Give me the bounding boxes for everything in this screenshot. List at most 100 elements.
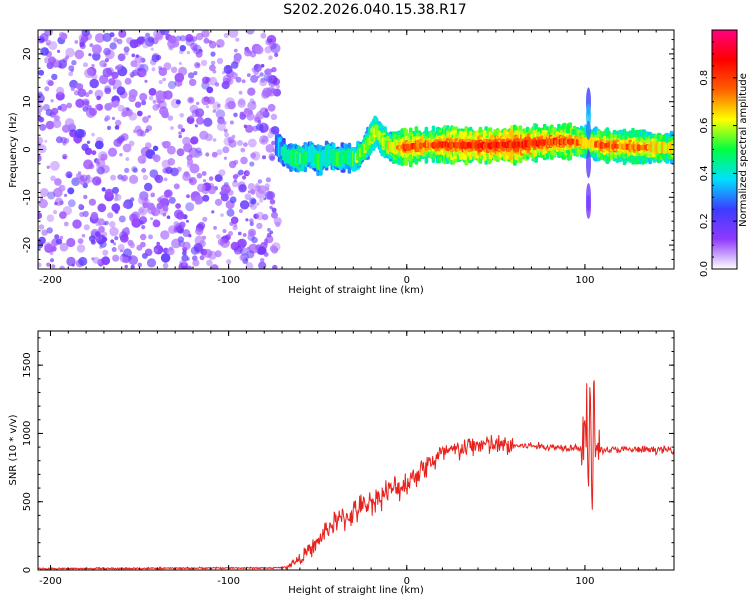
spectrogram-noise-blob xyxy=(155,90,165,100)
snr-x-label: Height of straight line (km) xyxy=(288,585,424,596)
spectrogram-noise-blob xyxy=(191,109,200,118)
x-tick-label: 100 xyxy=(575,576,594,587)
spectrogram-noise-blob xyxy=(102,249,109,256)
spectrogram-noise-blob xyxy=(249,218,254,223)
spectrogram-noise-blob xyxy=(245,124,254,133)
spectrogram-noise-blob xyxy=(71,177,80,186)
spectrogram-noise-blob xyxy=(186,116,195,124)
spectrogram-noise-blob xyxy=(194,124,198,128)
spectrogram-noise-blob xyxy=(141,40,150,49)
spectrogram-noise-blob xyxy=(95,104,100,109)
spectrogram-noise-blob xyxy=(247,87,256,96)
spectrogram-noise-blob xyxy=(194,61,201,69)
spectrogram-noise-blob xyxy=(247,138,257,148)
spectrogram-noise-blob xyxy=(44,241,53,251)
spectrogram-noise-blob xyxy=(250,203,257,210)
spectrogram-noise-blob xyxy=(150,47,154,51)
spectrogram-noise-blob xyxy=(265,177,271,183)
spectrogram-noise-blob xyxy=(272,264,278,269)
spectrogram-noise-blob xyxy=(158,67,168,76)
spectrogram-noise-blob xyxy=(220,193,229,202)
spectrogram-noise-blob xyxy=(75,98,85,108)
spectrogram-noise-blob xyxy=(118,30,127,38)
spectrogram-noise-blob xyxy=(171,238,181,249)
spectrogram-noise-blob xyxy=(88,235,96,243)
spectrogram-noise-blob xyxy=(160,230,170,240)
spectrogram-noise-blob xyxy=(275,84,281,89)
spectrogram-noise-blob xyxy=(47,191,56,200)
spectrogram-noise-blob xyxy=(201,171,207,176)
y-tick-label: 0 xyxy=(22,146,33,152)
spectrogram-noise-blob xyxy=(103,47,111,56)
spectrogram-noise-blob xyxy=(256,202,260,206)
spectrogram-noise-blob xyxy=(163,62,172,71)
spectrogram-noise-blob xyxy=(238,169,244,176)
spectrogram-noise-blob xyxy=(95,231,101,238)
spectrogram-noise-blob xyxy=(233,179,237,183)
spectrogram-noise-blob xyxy=(226,77,234,85)
spectrogram-noise-blob xyxy=(265,187,270,191)
spectrogram-noise-blob xyxy=(111,247,117,252)
spectrogram-noise-blob xyxy=(123,248,132,258)
spectrogram-noise-blob xyxy=(187,265,192,269)
spectrogram-noise-blob xyxy=(210,60,216,66)
spectrogram-noise-blob xyxy=(59,235,64,240)
spectrogram-noise-blob xyxy=(247,183,255,191)
x-tick-label: -200 xyxy=(39,576,62,587)
spectrogram-noise-blob xyxy=(193,71,198,76)
spectrogram-noise-blob xyxy=(257,119,262,124)
spectrogram-noise-blob xyxy=(152,104,160,111)
spectrogram-noise-blob xyxy=(38,116,45,123)
spectrogram-noise-blob xyxy=(50,175,56,182)
spectrogram-noise-blob xyxy=(116,38,123,45)
spectrogram-noise-blob xyxy=(152,145,159,151)
spectrogram-noise-blob xyxy=(261,213,269,221)
spectrogram-noise-blob xyxy=(63,221,69,227)
spectrogram-signal-cell xyxy=(674,140,678,156)
spectrogram-noise-blob xyxy=(38,111,42,117)
spectrogram-noise-blob xyxy=(112,79,122,89)
spectrogram-noise-blob xyxy=(137,262,143,268)
spectrogram-noise-blob xyxy=(144,248,153,257)
spectrogram-noise-blob xyxy=(38,155,41,160)
spectrogram-noise-blob xyxy=(85,107,96,118)
spectrogram-noise-blob xyxy=(139,93,148,101)
spectrogram-noise-blob xyxy=(214,250,222,258)
spectrogram-noise-blob xyxy=(197,221,206,230)
spectrogram-noise-blob xyxy=(39,123,47,131)
spectrogram-noise-blob xyxy=(132,167,138,173)
spectrogram-noise-blob xyxy=(113,100,120,107)
spectrogram-noise-blob xyxy=(38,69,45,76)
spectrogram-noise-blob xyxy=(150,192,156,198)
spectrogram-noise-blob xyxy=(66,256,76,267)
spectrogram-noise-blob xyxy=(128,255,139,266)
spectrogram-noise-blob xyxy=(274,52,279,58)
spectrogram-noise-blob xyxy=(112,254,120,262)
spectrogram-noise-blob xyxy=(175,203,182,209)
spectrogram-noise-blob xyxy=(245,262,254,269)
colorbar-label: Normalized spectral amplitude xyxy=(738,73,749,227)
spectrogram-noise-blob xyxy=(124,167,130,173)
spectrogram-noise-blob xyxy=(186,219,189,223)
spectrogram-noise-blob xyxy=(271,66,277,73)
spectrogram-noise-blob xyxy=(139,63,149,74)
spectrogram-noise-blob xyxy=(119,233,129,243)
spectrogram-noise-blob xyxy=(262,155,266,160)
spectrogram-noise-blob xyxy=(216,234,221,240)
spectrogram-noise-blob xyxy=(232,180,239,188)
spectrogram-noise-blob xyxy=(170,66,178,74)
spectrogram-noise-blob xyxy=(249,98,255,103)
spectrogram-noise-blob xyxy=(118,135,126,143)
spectrogram-noise-blob xyxy=(212,109,217,113)
spectrogram-noise-blob xyxy=(54,178,62,186)
spectrogram-noise-blob xyxy=(185,34,194,42)
colorbar-tick-label: 0.2 xyxy=(699,213,710,229)
spectrogram-noise-blob xyxy=(57,49,61,54)
spectrogram-noise-blob xyxy=(124,264,128,269)
x-tick-label: -100 xyxy=(217,576,240,587)
spectrogram-noise-blob xyxy=(217,103,221,108)
spectrogram-noise-blob xyxy=(269,245,277,253)
spectrogram-noise-blob xyxy=(59,103,68,112)
spectrogram-noise-blob xyxy=(38,236,46,245)
